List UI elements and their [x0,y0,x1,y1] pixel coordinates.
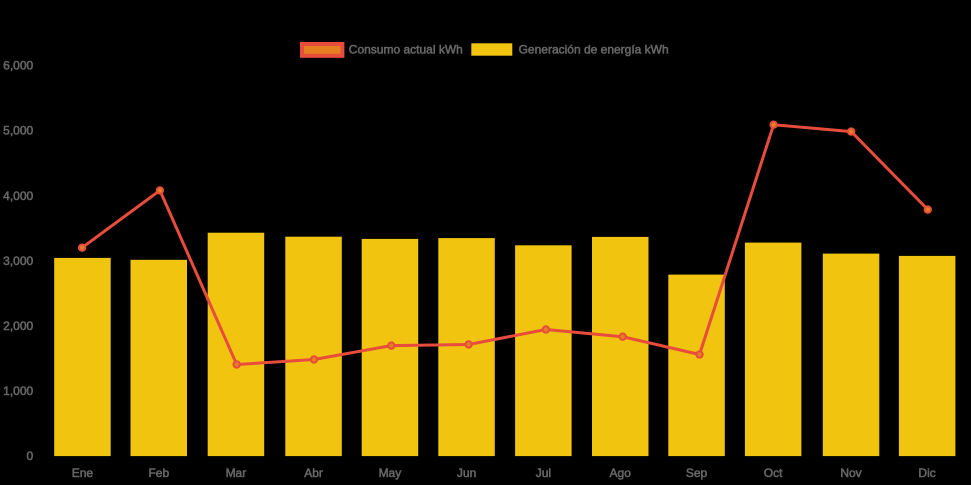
svg-text:Oct: Oct [764,466,783,480]
svg-text:Sep: Sep [686,466,708,480]
svg-text:Feb: Feb [148,466,169,480]
svg-text:Dic: Dic [918,466,935,480]
svg-text:Abr: Abr [304,466,323,480]
svg-text:3,000: 3,000 [3,254,33,268]
svg-text:6,000: 6,000 [3,59,33,73]
svg-text:Jun: Jun [457,466,476,480]
svg-text:4,000: 4,000 [3,189,33,203]
svg-text:1,000: 1,000 [3,384,33,398]
svg-text:May: May [379,466,402,480]
svg-text:Ene: Ene [72,466,94,480]
svg-text:2,000: 2,000 [3,319,33,333]
svg-text:5,000: 5,000 [3,124,33,138]
svg-text:Jul: Jul [536,466,551,480]
svg-text:Nov: Nov [840,466,861,480]
svg-text:Generación de energía kWh: Generación de energía kWh [519,43,669,57]
svg-text:Consumo actual kWh: Consumo actual kWh [349,43,463,57]
svg-text:0: 0 [27,449,34,463]
svg-text:Ago: Ago [610,466,632,480]
svg-text:Mar: Mar [226,466,247,480]
